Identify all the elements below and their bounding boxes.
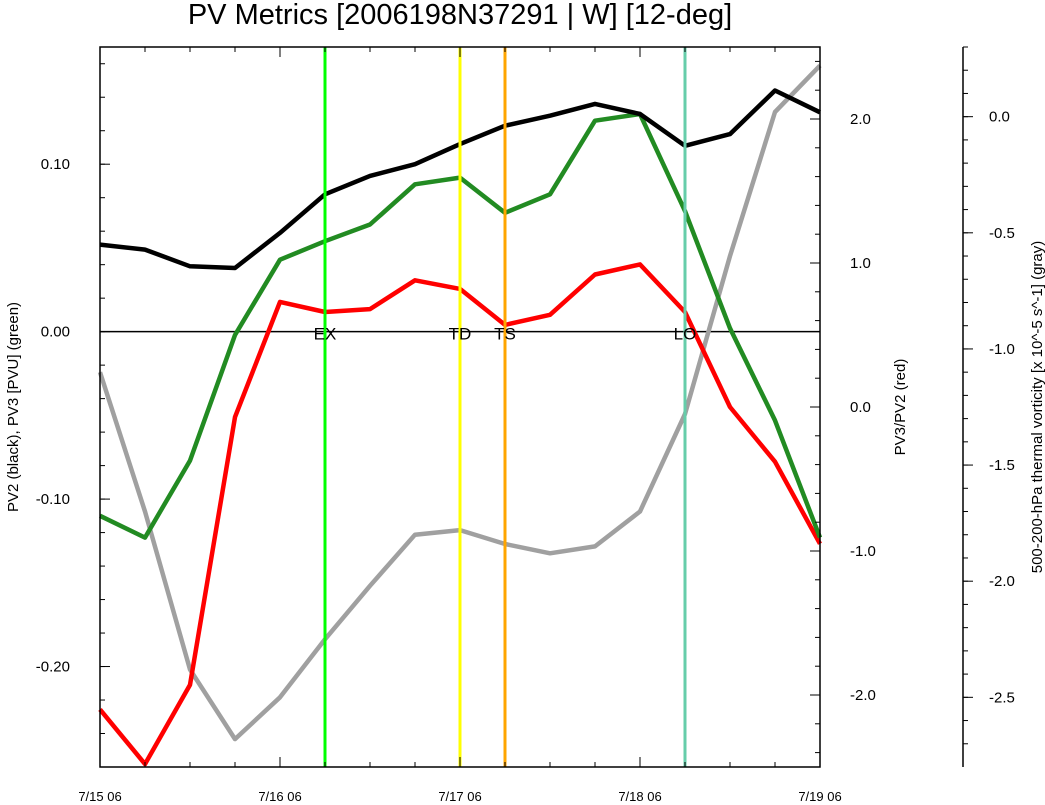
- right-tick-label: 0.0: [850, 399, 871, 416]
- event-label-lo: LO: [674, 325, 697, 344]
- right-tick-label: 2.0: [850, 111, 871, 128]
- far-right-tick-label: -1.0: [989, 341, 1015, 358]
- left-tick-label: -0.10: [36, 491, 70, 508]
- far-right-tick-label: -1.5: [989, 457, 1015, 474]
- chart-title: PV Metrics [2006198N37291 | W] [12-deg]: [188, 0, 732, 31]
- left-tick-label: -0.20: [36, 659, 70, 676]
- far-right-tick-label: -2.0: [989, 573, 1015, 590]
- x-tick-label: 7/15 06: [78, 789, 121, 804]
- x-tick-label: 7/16 06: [258, 789, 301, 804]
- far-right-tick-label: -2.5: [989, 689, 1015, 706]
- x-tick-label: 7/19 06: [798, 789, 841, 804]
- left-tick-label: 0.10: [41, 156, 70, 173]
- right-axis-label: PV3/PV2 (red): [892, 359, 909, 456]
- left-tick-label: 0.00: [41, 324, 70, 341]
- event-label-td: TD: [449, 325, 472, 344]
- right-tick-label: 1.0: [850, 255, 871, 272]
- far-right-tick-label: 0.0: [989, 109, 1010, 126]
- far-right-axis-label: 500-200-hPa thermal vorticity [x 10^-5 s…: [1029, 241, 1045, 574]
- event-label-ts: TS: [494, 325, 516, 344]
- axes: 7/15 06 7/16 06 7/17 06 7/18 06 7/19 06 0.10 0…: [36, 46, 1015, 804]
- plot-area: EX TD TS LO: [97, 47, 823, 767]
- far-right-tick-label: -0.5: [989, 225, 1015, 242]
- event-label-ex: EX: [314, 325, 337, 344]
- left-axis-label: PV2 (black), PV3 [PVU] (green): [5, 302, 22, 512]
- right-tick-label: -2.0: [850, 687, 876, 704]
- x-tick-label: 7/18 06: [618, 789, 661, 804]
- right-tick-label: -1.0: [850, 543, 876, 560]
- x-tick-label: 7/17 06: [438, 789, 481, 804]
